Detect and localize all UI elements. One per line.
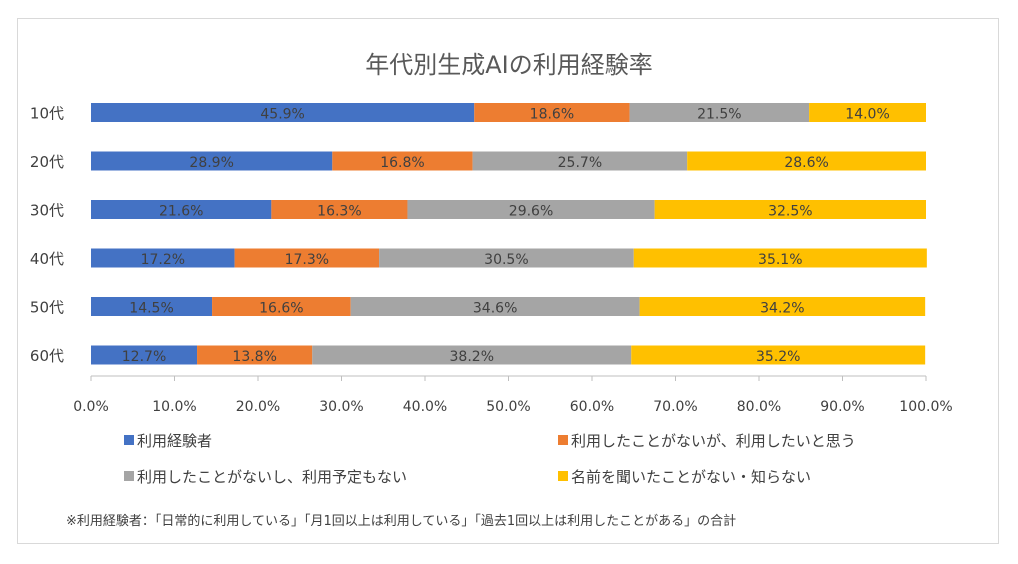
bar-segment xyxy=(379,248,634,268)
bar-segment xyxy=(654,200,926,219)
chart-title: 年代別生成AIの利用経験率 xyxy=(365,51,653,79)
x-tick-label: 60.0% xyxy=(570,399,614,415)
legend-label: 名前を聞いたことがない・知らない xyxy=(571,468,811,486)
y-tick-label: 60代 xyxy=(30,347,64,365)
y-tick-label: 50代 xyxy=(30,299,64,317)
bar-segment xyxy=(809,103,926,122)
data-label: 12.7% xyxy=(122,349,166,365)
data-label: 16.3% xyxy=(317,204,361,220)
data-label: 13.8% xyxy=(232,349,276,365)
bar-segment xyxy=(212,297,351,316)
legend-label: 利用経験者 xyxy=(137,432,212,450)
data-label: 29.6% xyxy=(509,204,553,220)
x-tick-label: 30.0% xyxy=(319,399,363,415)
data-label: 14.5% xyxy=(129,301,173,317)
data-label: 30.5% xyxy=(484,252,528,268)
bar-segment xyxy=(91,200,272,219)
bar-segment xyxy=(91,151,333,171)
data-label: 17.3% xyxy=(285,252,329,268)
data-label: 17.2% xyxy=(141,252,185,268)
legend-swatch xyxy=(558,435,568,445)
x-tick-label: 20.0% xyxy=(236,399,280,415)
data-label: 38.2% xyxy=(450,349,494,365)
data-label: 32.5% xyxy=(768,204,812,220)
bar-segment xyxy=(91,248,235,268)
bars-group: 45.9% 18.6% 21.5% 14.0% 28.9% 16.8% 25.7% 28.6%… xyxy=(91,103,927,365)
bar-segment xyxy=(312,345,632,365)
y-axis-labels: 10代 20代 30代 40代 50代 60代 xyxy=(30,105,64,366)
data-label: 21.6% xyxy=(159,204,203,220)
x-tick-label: 80.0% xyxy=(737,399,781,415)
data-label: 18.6% xyxy=(530,107,574,123)
y-tick-label: 30代 xyxy=(30,202,64,220)
bar-segment xyxy=(197,345,313,365)
data-label: 14.0% xyxy=(845,107,889,123)
footnote: ※利用経験者：「日常的に利用している」「月1回以上は利用している」「過去1回以上… xyxy=(66,514,737,529)
data-label: 34.2% xyxy=(760,301,804,317)
bar-segment xyxy=(234,248,380,268)
x-tick-label: 40.0% xyxy=(403,399,447,415)
legend-swatch xyxy=(558,471,568,481)
bar-segment xyxy=(332,151,473,171)
x-tick-label: 10.0% xyxy=(152,399,196,415)
data-label: 21.5% xyxy=(697,107,741,123)
bar-segment xyxy=(633,248,927,268)
x-tick-label: 0.0% xyxy=(73,399,109,415)
y-tick-label: 20代 xyxy=(30,153,64,171)
x-tick-label: 100.0% xyxy=(899,399,952,415)
bar-segment xyxy=(472,151,688,171)
data-label: 16.8% xyxy=(380,155,424,171)
data-label: 28.6% xyxy=(784,155,828,171)
legend-swatch xyxy=(124,471,134,481)
bar-segment xyxy=(687,151,926,171)
bar-segment xyxy=(91,345,198,365)
legend-label: 利用したことがないし、利用予定もない xyxy=(137,468,407,486)
data-label: 25.7% xyxy=(558,155,602,171)
x-tick-label: 50.0% xyxy=(486,399,530,415)
bar-segment xyxy=(407,200,655,219)
bar-segment xyxy=(639,297,926,316)
bar-segment xyxy=(474,103,630,122)
data-label: 35.1% xyxy=(758,252,802,268)
bar-segment xyxy=(350,297,640,316)
legend: 利用経験者 利用したことがないが、利用したいと思う利用したことがないし、利用予定も… xyxy=(124,432,856,486)
y-tick-label: 10代 xyxy=(30,105,64,123)
data-label: 28.9% xyxy=(189,155,233,171)
x-tick-label: 70.0% xyxy=(653,399,697,415)
bar-segment xyxy=(91,297,213,316)
x-axis: 0.0% 10.0% 20.0% 30.0% 40.0% 50.0% 60.0% 70.0% 8… xyxy=(73,375,953,415)
data-label: 34.6% xyxy=(473,301,517,317)
data-label: 16.6% xyxy=(259,301,303,317)
bar-segment xyxy=(631,345,926,365)
bar-segment xyxy=(629,103,810,122)
x-tick-label: 90.0% xyxy=(820,399,864,415)
data-label: 35.2% xyxy=(756,349,800,365)
bar-segment xyxy=(271,200,408,219)
legend-label: 利用したことがないが、利用したいと思う xyxy=(571,432,856,450)
data-label: 45.9% xyxy=(260,107,304,123)
legend-swatch xyxy=(124,435,134,445)
bar-segment xyxy=(91,103,475,122)
y-tick-label: 40代 xyxy=(30,250,64,268)
